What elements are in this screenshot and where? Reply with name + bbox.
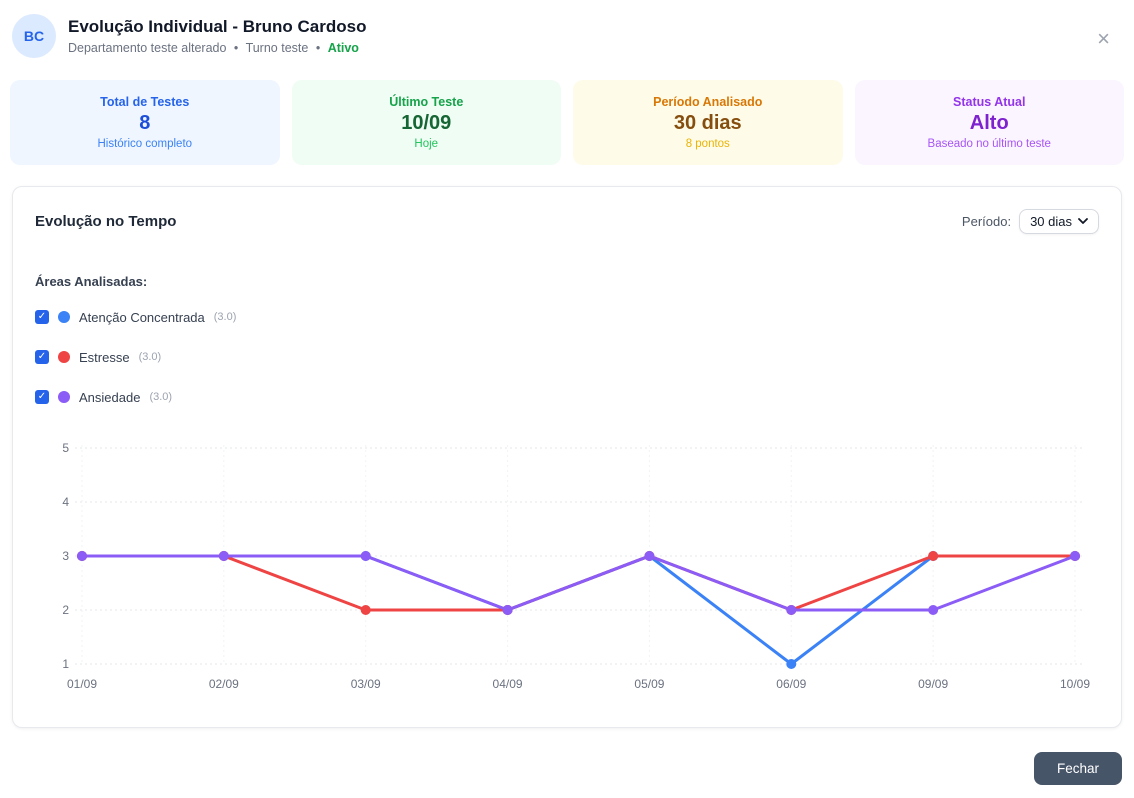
x-axis-tick: 03/09 — [351, 677, 381, 691]
x-axis-tick: 01/09 — [67, 677, 97, 691]
series-checkbox[interactable]: ✓ — [35, 350, 49, 364]
series-color-dot-icon — [58, 311, 70, 323]
period-select[interactable]: 30 dias — [1019, 209, 1099, 234]
series-label: Ansiedade — [79, 389, 141, 405]
y-axis-tick: 5 — [62, 441, 69, 455]
series-label: Estresse — [79, 349, 130, 365]
employee-subtitle: Departamento teste alterado • Turno test… — [68, 41, 359, 56]
legend-item-2: ✓ Ansiedade (3.0) — [35, 387, 1099, 407]
series-current-value: (3.0) — [213, 311, 237, 323]
chart-title: Evolução no Tempo — [35, 213, 177, 230]
series-current-value: (3.0) — [138, 351, 162, 363]
x-axis-tick: 04/09 — [493, 677, 523, 691]
stat-card-2: Período Analisado 30 dias 8 pontos — [573, 80, 843, 165]
y-axis-tick: 2 — [62, 603, 69, 617]
modal-footer: Fechar — [0, 728, 1134, 785]
stats-row: Total de Testes 8 Histórico completo Último… — [0, 80, 1134, 165]
period-select-value: 30 dias — [1030, 214, 1072, 229]
status-badge: Ativo — [327, 41, 359, 56]
stat-sub: Hoje — [414, 138, 439, 150]
series-checkbox[interactable]: ✓ — [35, 310, 49, 324]
modal-header: BC Evolução Individual - Bruno Cardoso D… — [0, 0, 1134, 58]
y-axis-tick: 1 — [62, 657, 69, 671]
series-label: Atenção Concentrada — [79, 309, 205, 325]
series-color-dot-icon — [58, 391, 70, 403]
x-axis-tick: 02/09 — [209, 677, 239, 691]
series-legend: ✓ Atenção Concentrada (3.0) ✓ Estresse (3.0) ✓… — [35, 307, 1099, 407]
close-icon[interactable]: × — [1089, 20, 1118, 58]
stat-card-3: Status Atual Alto Baseado no último teste — [854, 80, 1124, 165]
y-axis-tick: 3 — [62, 549, 69, 563]
stat-value: 8 — [139, 112, 151, 134]
stat-value: Alto — [969, 112, 1009, 134]
y-axis-tick: 4 — [62, 495, 69, 509]
legend-item-1: ✓ Estresse (3.0) — [35, 347, 1099, 367]
stat-sub: 8 pontos — [685, 138, 730, 150]
areas-analyzed-label: Áreas Analisadas: — [35, 274, 148, 289]
x-axis-tick: 05/09 — [634, 677, 664, 691]
x-axis-tick: 10/09 — [1060, 677, 1090, 691]
stat-label: Período Analisado — [653, 95, 763, 109]
stat-card-0: Total de Testes 8 Histórico completo — [10, 80, 280, 165]
series-current-value: (3.0) — [149, 391, 173, 403]
series-color-dot-icon — [58, 351, 70, 363]
shift-label: Turno teste — [245, 41, 309, 56]
series-checkbox[interactable]: ✓ — [35, 390, 49, 404]
page-title: Evolução Individual - Bruno Cardoso — [68, 17, 367, 36]
stat-value: 10/09 — [401, 112, 452, 134]
x-axis-tick: 06/09 — [776, 677, 806, 691]
stat-label: Total de Testes — [100, 95, 190, 109]
department-label: Departamento teste alterado — [68, 41, 227, 56]
chevron-down-icon — [1078, 218, 1088, 224]
stat-value: 30 dias — [673, 112, 742, 134]
fechar-button[interactable]: Fechar — [1033, 752, 1122, 785]
period-label: Período: — [961, 214, 1012, 229]
line-chart-svg: 1 2 3 4 5 01/09 02/09 03/09 04/09 05/09 06/09 09/09… — [62, 441, 1090, 691]
stat-label: Status Atual — [953, 95, 1026, 109]
line-chart: 1 2 3 4 5 01/09 02/09 03/09 04/09 05/09 06/09 09/09… — [35, 435, 1099, 702]
x-axis-tick: 09/09 — [918, 677, 948, 691]
stat-label: Último Teste — [389, 95, 464, 109]
avatar: BC — [12, 14, 56, 58]
legend-item-0: ✓ Atenção Concentrada (3.0) — [35, 307, 1099, 327]
stat-sub: Histórico completo — [97, 138, 193, 150]
stat-sub: Baseado no último teste — [927, 138, 1051, 150]
stat-card-1: Último Teste 10/09 Hoje — [291, 80, 561, 165]
chart-card: Evolução no Tempo Período: 30 dias Áreas… — [12, 186, 1122, 728]
